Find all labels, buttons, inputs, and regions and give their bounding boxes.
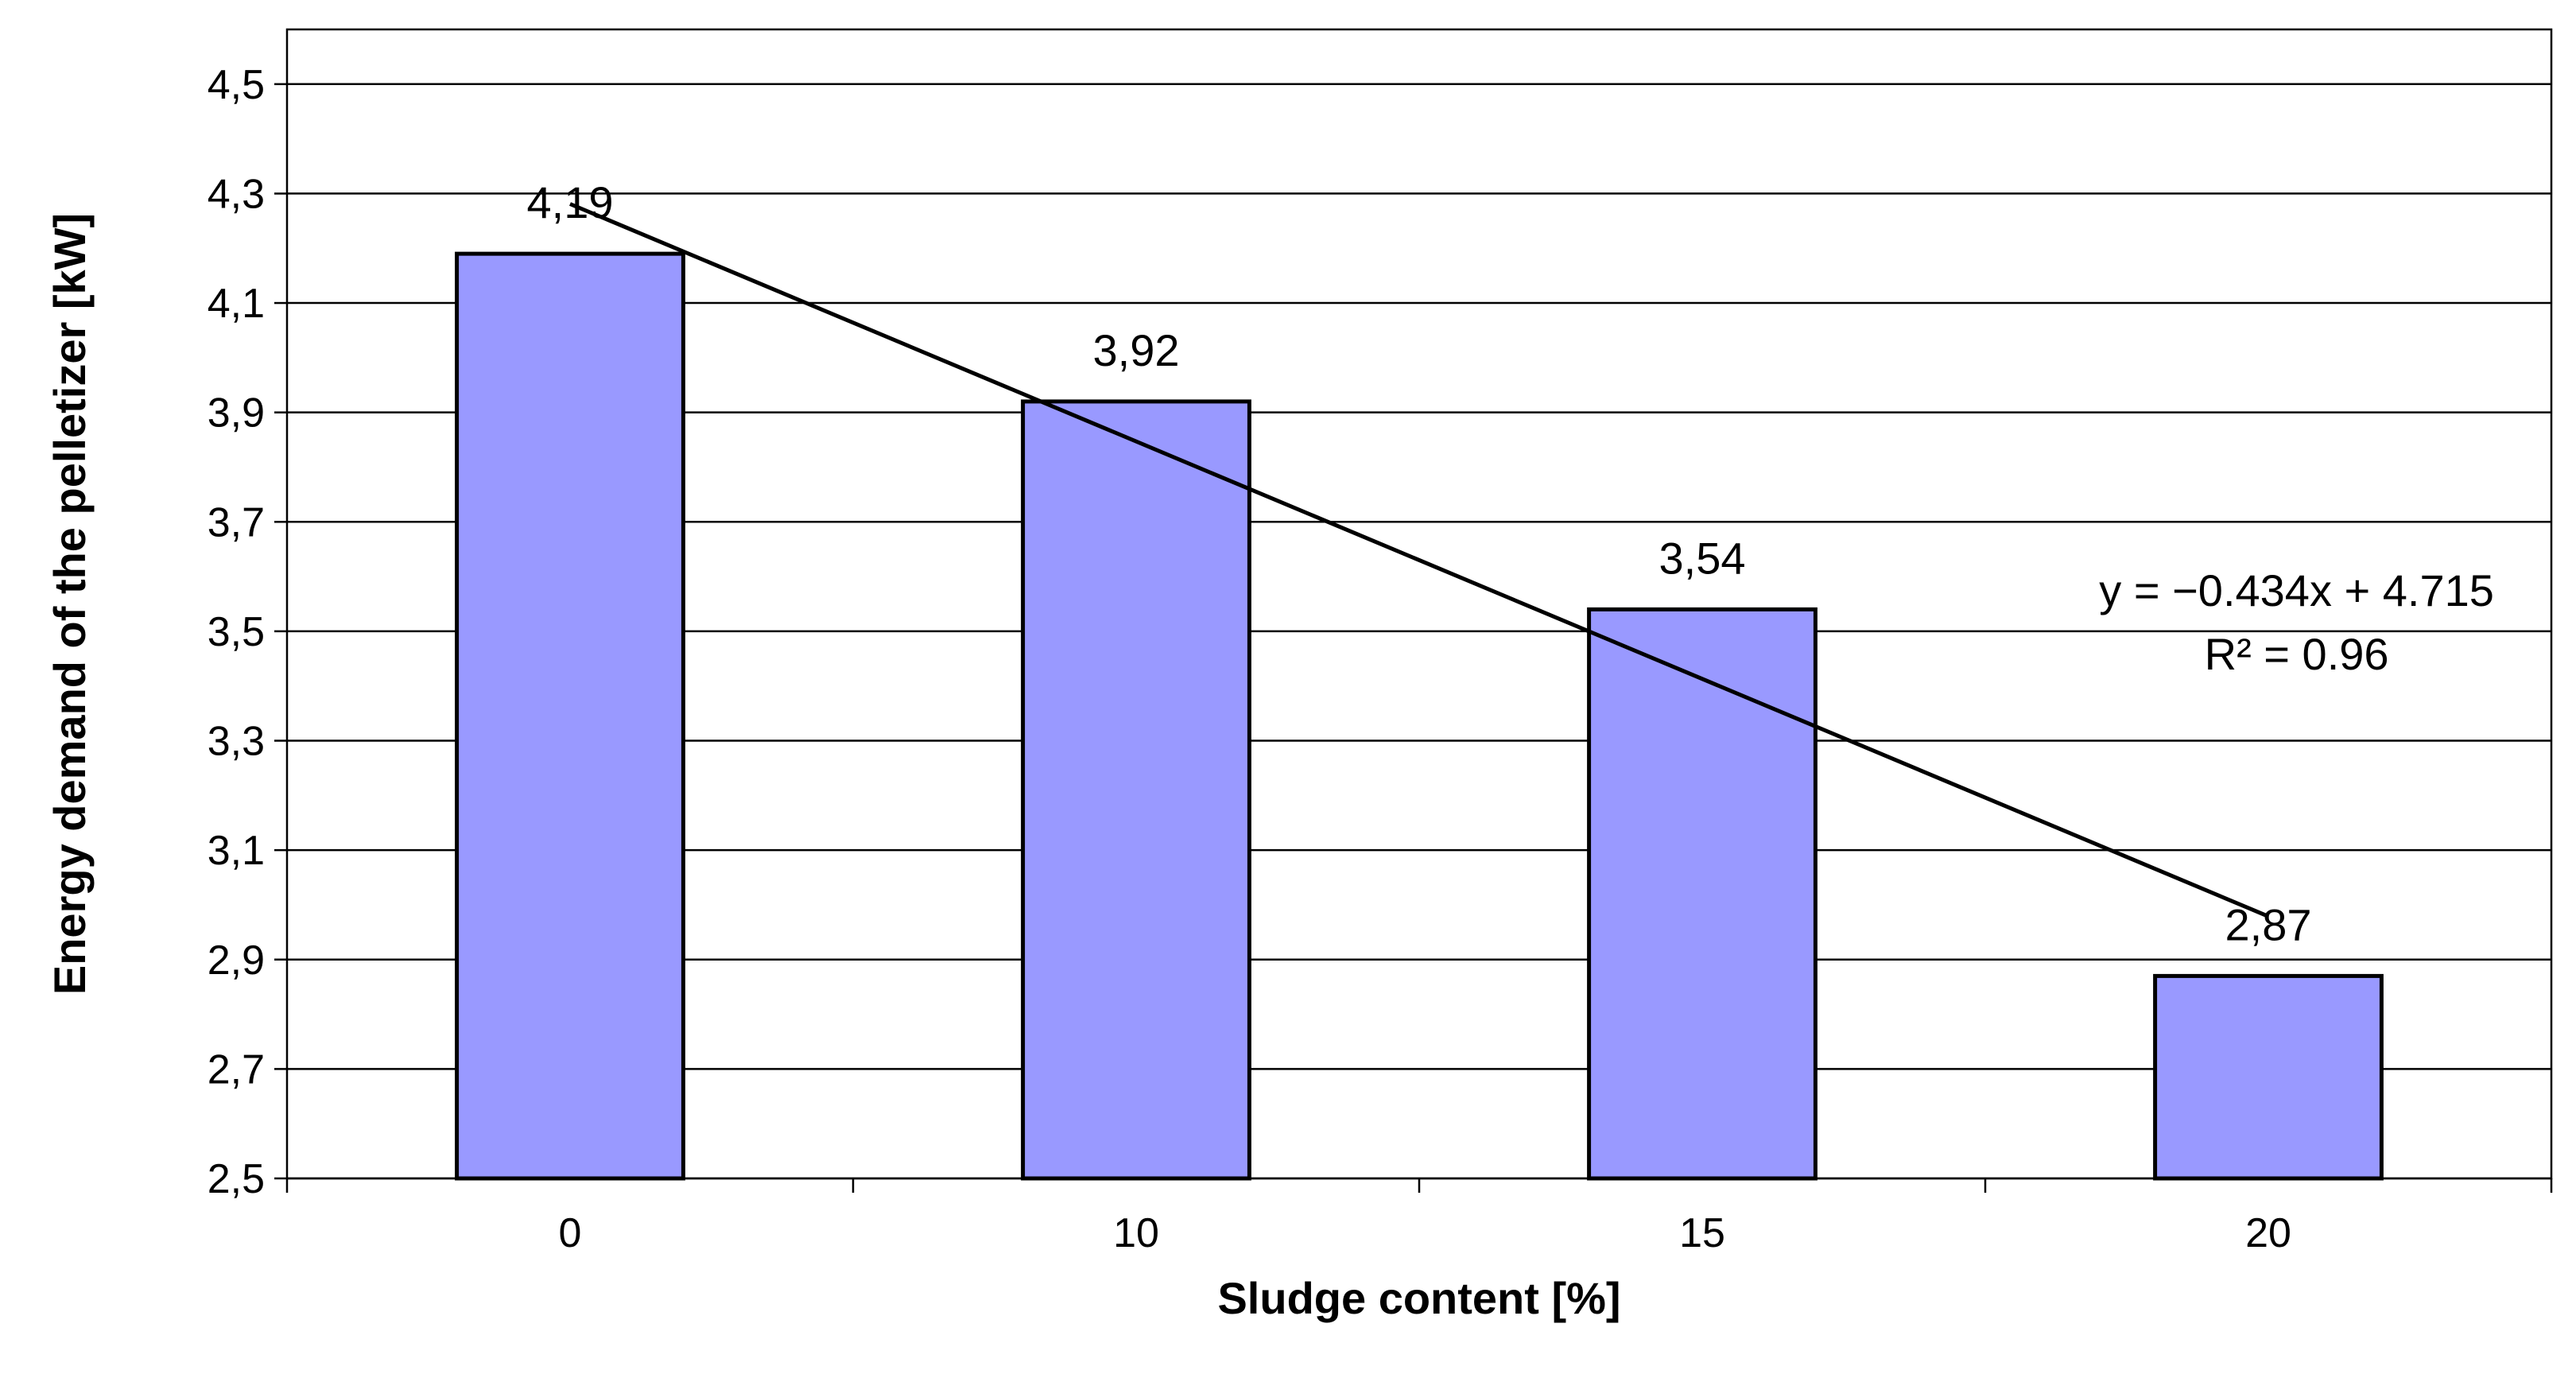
bar bbox=[455, 251, 685, 1181]
trendline-group bbox=[569, 202, 2269, 918]
trendline bbox=[569, 202, 2269, 918]
trendline-equation: y = −0.434x + 4.715 bbox=[2099, 565, 2494, 615]
y-tick-label: 3,7 bbox=[208, 499, 265, 545]
trendline-r-squared: R² = 0.96 bbox=[2205, 629, 2389, 679]
y-tick-label: 3,3 bbox=[208, 719, 265, 765]
data-label: 4,19 bbox=[527, 177, 614, 227]
data-label: 2,87 bbox=[2225, 899, 2312, 949]
y-tick-label: 4,5 bbox=[208, 62, 265, 108]
data-labels: 4,19 3,92 3,54 2,87 bbox=[527, 177, 2312, 949]
y-tick-label: 2,5 bbox=[208, 1156, 265, 1202]
x-axis-title: Sludge content [%] bbox=[1217, 1273, 1620, 1323]
x-tick-label: 10 bbox=[1113, 1210, 1159, 1256]
data-label: 3,92 bbox=[1093, 325, 1180, 375]
y-tick-label: 3,1 bbox=[208, 828, 265, 874]
y-tick-label: 4,3 bbox=[208, 171, 265, 217]
x-tick-label: 15 bbox=[1679, 1210, 1725, 1256]
bars bbox=[455, 251, 2384, 1181]
y-tick-label: 3,5 bbox=[208, 609, 265, 655]
bar bbox=[2153, 973, 2384, 1181]
y-axis-title: Energy demand of the pelletizer [kW] bbox=[45, 213, 95, 995]
y-tick-label: 4,1 bbox=[208, 281, 265, 327]
y-tick-label: 2,9 bbox=[208, 937, 265, 984]
y-tick-label: 3,9 bbox=[208, 390, 265, 437]
bar bbox=[1587, 607, 1818, 1181]
x-tick-label: 0 bbox=[559, 1210, 582, 1256]
axes: 2,5 2,7 2,9 3,1 3,3 3,5 3,7 3,9 4,1 4,3 4,5 0 10 15 20 bbox=[208, 28, 2553, 1256]
y-tick-label: 2,7 bbox=[208, 1046, 265, 1093]
bar bbox=[1021, 399, 1251, 1181]
x-tick-label: 20 bbox=[2245, 1210, 2291, 1256]
data-label: 3,54 bbox=[1659, 533, 1746, 583]
